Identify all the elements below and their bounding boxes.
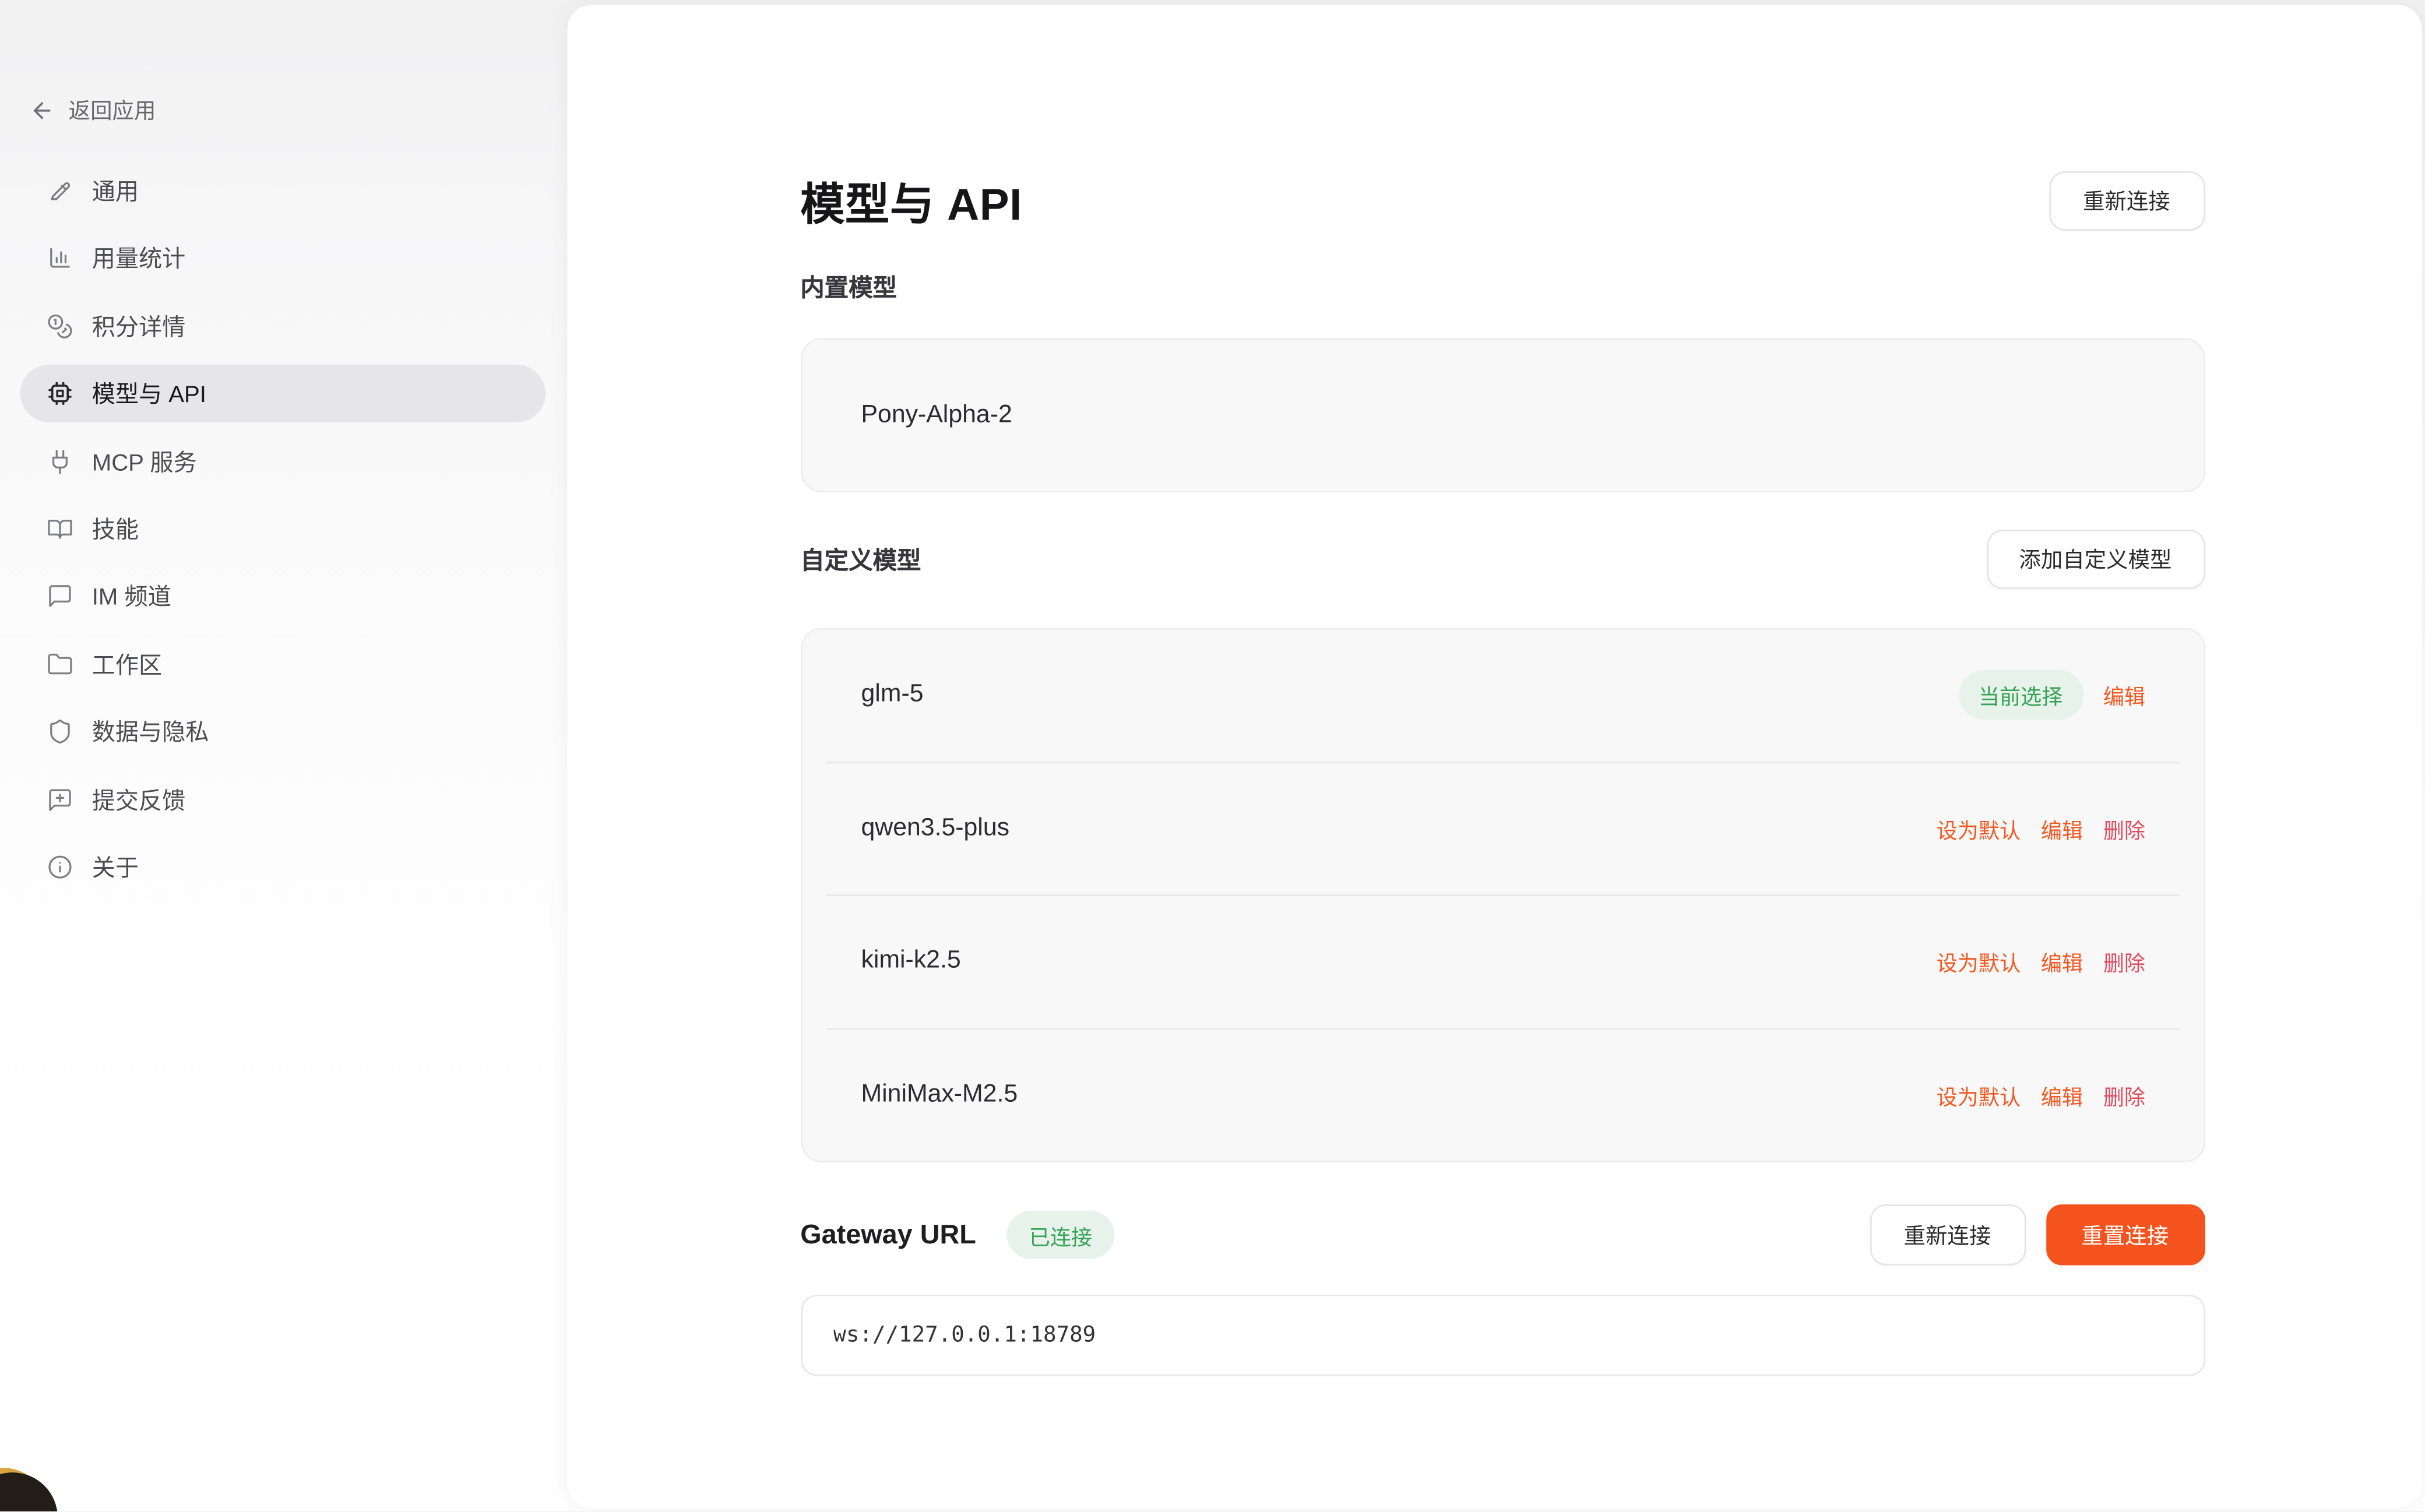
gateway-buttons: 重新连接 重置连接 <box>1869 1204 2205 1266</box>
builtin-model-name: Pony-Alpha-2 <box>861 401 1012 428</box>
sidebar-item-workspace[interactable]: 工作区 <box>20 635 545 693</box>
sidebar-item-credits[interactable]: 积分详情 <box>20 297 545 355</box>
gateway-url-input[interactable] <box>800 1295 2205 1376</box>
feedback-plus-icon <box>49 788 71 810</box>
custom-model-list: glm-5 当前选择 编辑 qwen3.5-plus 设为默认 编辑 删除 ki… <box>800 628 2205 1162</box>
sidebar-item-label: 模型与 API <box>91 382 206 409</box>
open-book-icon <box>48 519 72 539</box>
custom-models-header: 自定义模型 添加自定义模型 <box>800 530 2205 589</box>
model-row-kimi: kimi-k2.5 设为默认 编辑 删除 <box>802 896 2203 1028</box>
sidebar-item-label: 数据与隐私 <box>91 720 209 747</box>
reconnect-button[interactable]: 重新连接 <box>2049 171 2205 231</box>
back-to-app-label: 返回应用 <box>68 98 156 124</box>
page-header: 模型与 API 重新连接 <box>800 170 2205 232</box>
sidebar-item-label: 积分详情 <box>91 314 186 341</box>
back-to-app-button[interactable]: 返回应用 <box>30 95 156 126</box>
bar-chart-icon <box>50 248 70 269</box>
builtin-model-card: Pony-Alpha-2 <box>800 338 2205 493</box>
set-default-link[interactable]: 设为默认 <box>1936 1085 2021 1109</box>
row-divider <box>825 761 2180 763</box>
model-name: MiniMax-M2.5 <box>861 1081 1018 1108</box>
sidebar-item-general[interactable]: 通用 <box>20 162 545 220</box>
builtin-models-label: 内置模型 <box>800 276 898 302</box>
model-name: qwen3.5-plus <box>861 814 1010 841</box>
pencil-icon <box>51 182 71 200</box>
row-actions: 设为默认 编辑 删除 <box>1937 1080 2145 1111</box>
sidebar-item-label: 通用 <box>91 179 139 206</box>
row-actions: 当前选择 编辑 <box>1958 670 2146 721</box>
row-actions: 设为默认 编辑 删除 <box>1937 946 2145 977</box>
sidebar-item-label: MCP 服务 <box>91 449 197 477</box>
row-divider <box>825 1027 2180 1030</box>
sidebar-item-about[interactable]: 关于 <box>20 838 545 896</box>
gateway-url-label: Gateway URL <box>800 1218 976 1250</box>
sidebar-item-mcp-service[interactable]: MCP 服务 <box>20 432 545 490</box>
folder-icon <box>48 653 72 674</box>
cpu-chip-icon <box>48 382 72 406</box>
sidebar-item-label: 关于 <box>91 855 139 882</box>
model-row-minimax: MiniMax-M2.5 设为默认 编辑 删除 <box>802 1029 2203 1161</box>
add-custom-model-button[interactable]: 添加自定义模型 <box>1986 530 2205 589</box>
sidebar-item-skills[interactable]: 技能 <box>20 500 545 558</box>
connected-status-badge: 已连接 <box>1007 1210 1114 1259</box>
plug-icon <box>52 449 68 474</box>
sidebar-item-label: 提交反馈 <box>91 787 186 815</box>
gateway-url-field-wrap <box>800 1295 2205 1376</box>
edit-link[interactable]: 编辑 <box>2040 952 2083 976</box>
edit-link[interactable]: 编辑 <box>2040 1085 2083 1109</box>
row-actions: 设为默认 编辑 删除 <box>1937 813 2145 844</box>
sidebar-item-label: 工作区 <box>91 652 163 679</box>
gateway-section-header: Gateway URL 已连接 重新连接 重置连接 <box>800 1204 2205 1266</box>
coins-icon <box>48 314 72 339</box>
sidebar: 返回应用 通用 用量统计 积分详情 <box>0 0 566 1512</box>
sidebar-item-label: IM 频道 <box>91 584 171 612</box>
page-title: 模型与 API <box>800 179 1022 230</box>
sidebar-item-feedback[interactable]: 提交反馈 <box>20 770 545 828</box>
sidebar-item-label: 用量统计 <box>91 246 186 274</box>
current-selection-badge: 当前选择 <box>1958 670 2083 721</box>
custom-models-label: 自定义模型 <box>800 548 921 575</box>
sidebar-nav: 通用 用量统计 积分详情 <box>20 162 545 896</box>
info-icon <box>48 855 72 879</box>
model-row-qwen: qwen3.5-plus 设为默认 编辑 删除 <box>802 763 2203 894</box>
sidebar-item-im-channels[interactable]: IM 频道 <box>20 568 545 625</box>
brand-logo-icon <box>0 1472 58 1512</box>
gateway-reset-button[interactable]: 重置连接 <box>2045 1204 2205 1266</box>
edit-link[interactable]: 编辑 <box>2103 686 2146 710</box>
gateway-reconnect-button[interactable]: 重新连接 <box>1869 1204 2026 1266</box>
main-panel: 模型与 API 重新连接 内置模型 Pony-Alpha-2 自定义模型 添加自… <box>566 5 2422 1509</box>
sidebar-item-usage-stats[interactable]: 用量统计 <box>20 230 545 287</box>
sidebar-item-models-api[interactable]: 模型与 API <box>20 365 545 423</box>
model-name: kimi-k2.5 <box>861 947 961 975</box>
sidebar-item-label: 技能 <box>91 517 139 544</box>
model-name: glm-5 <box>861 681 924 708</box>
delete-link[interactable]: 删除 <box>2103 819 2146 843</box>
row-divider <box>825 894 2180 896</box>
chat-bubble-icon <box>49 586 71 608</box>
arrow-left-icon <box>33 102 51 119</box>
delete-link[interactable]: 删除 <box>2103 1085 2146 1109</box>
set-default-link[interactable]: 设为默认 <box>1936 819 2021 843</box>
sidebar-item-data-privacy[interactable]: 数据与隐私 <box>20 703 545 760</box>
edit-link[interactable]: 编辑 <box>2040 819 2083 843</box>
set-default-link[interactable]: 设为默认 <box>1936 952 2021 976</box>
shield-icon <box>50 720 70 744</box>
delete-link[interactable]: 删除 <box>2103 952 2146 976</box>
model-row-glm-5: glm-5 当前选择 编辑 <box>802 629 2203 761</box>
